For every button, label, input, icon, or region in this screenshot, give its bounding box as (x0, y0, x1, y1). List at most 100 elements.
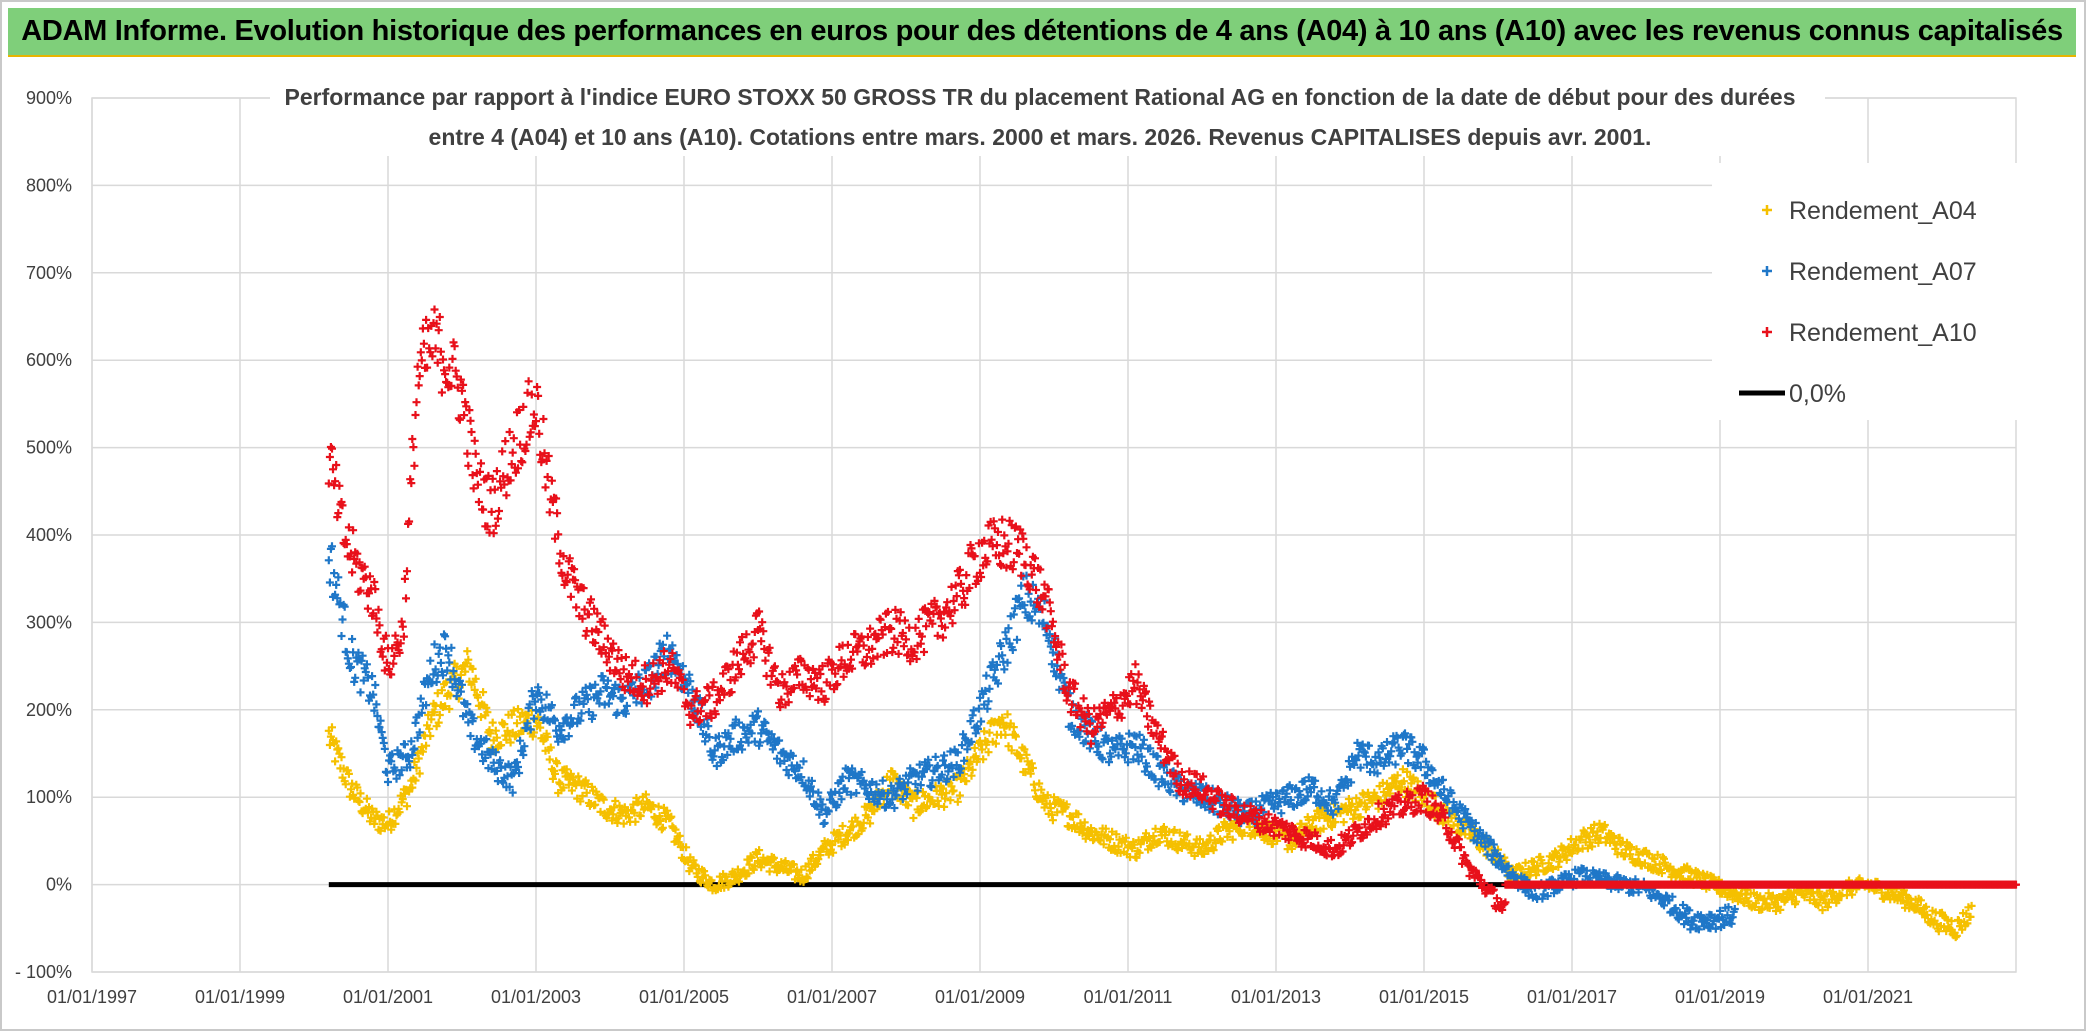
data-point (859, 641, 868, 650)
data-point (437, 686, 446, 695)
data-point (775, 736, 784, 745)
data-point (724, 729, 733, 738)
data-point (344, 769, 353, 778)
data-point (1477, 838, 1486, 847)
data-point (1539, 890, 1548, 899)
data-point (1457, 843, 1465, 852)
data-point (602, 684, 611, 692)
data-point (809, 851, 817, 859)
data-point (548, 774, 557, 783)
data-point (968, 711, 977, 720)
data-point (630, 808, 639, 817)
data-point (470, 685, 479, 694)
x-tick-label: 01/01/1997 (47, 987, 137, 1007)
data-point (371, 585, 380, 594)
data-point (737, 738, 746, 746)
data-point (431, 665, 440, 674)
data-point (463, 449, 472, 458)
data-point (784, 771, 793, 780)
data-point (1311, 812, 1320, 821)
data-point (1433, 780, 1442, 789)
data-point (1153, 752, 1162, 761)
data-point (381, 631, 390, 640)
data-point (469, 714, 478, 723)
data-point (324, 556, 333, 565)
data-point (675, 831, 684, 840)
chart-title: Performance par rapport à l'indice EURO … (270, 78, 1825, 156)
data-point (500, 720, 509, 729)
data-point (575, 697, 584, 706)
data-point (1297, 819, 1306, 828)
data-point (368, 672, 377, 681)
data-point (884, 789, 892, 798)
data-point (436, 658, 445, 667)
data-point (353, 783, 362, 792)
data-point (941, 794, 950, 803)
data-point (1121, 749, 1130, 758)
data-point (595, 699, 604, 708)
data-point (1898, 896, 1907, 905)
data-point (998, 515, 1007, 524)
data-point (1151, 824, 1160, 833)
data-point (437, 388, 446, 397)
data-point (949, 773, 958, 781)
data-point (430, 640, 439, 649)
data-point (428, 352, 437, 361)
data-point (873, 799, 882, 808)
data-point (1228, 835, 1237, 844)
data-point (1114, 751, 1123, 760)
data-point (1107, 752, 1116, 761)
y-tick-label: 0% (46, 875, 72, 895)
data-point (900, 785, 909, 794)
data-point (1356, 763, 1365, 772)
data-point (415, 728, 424, 737)
data-point (824, 807, 833, 816)
data-point (611, 797, 620, 805)
data-point (892, 791, 901, 800)
data-point (1035, 779, 1044, 788)
data-point (477, 459, 485, 468)
data-point (564, 732, 573, 741)
data-point (551, 769, 559, 778)
data-point (1003, 710, 1012, 719)
data-point (1404, 759, 1413, 768)
data-point (539, 415, 548, 423)
data-point (1588, 842, 1597, 851)
data-point (1504, 862, 1513, 871)
data-point (911, 623, 920, 632)
data-point (931, 752, 940, 761)
data-point (915, 760, 924, 769)
data-point (1331, 798, 1340, 807)
data-point (526, 725, 535, 734)
data-point (479, 688, 488, 697)
data-point (1165, 786, 1174, 795)
data-point (356, 586, 365, 595)
data-point (1111, 745, 1120, 754)
data-point (835, 788, 844, 797)
data-point (847, 655, 855, 664)
data-point (985, 684, 994, 693)
data-point (508, 788, 517, 797)
data-point (344, 523, 353, 532)
data-point (1140, 767, 1149, 776)
data-point (837, 795, 846, 804)
data-point (455, 415, 464, 424)
data-point (371, 681, 380, 689)
data-point (609, 692, 618, 701)
data-point (1486, 835, 1495, 844)
data-point (1020, 601, 1029, 610)
data-point (435, 711, 444, 719)
data-point (545, 755, 554, 764)
data-point (1131, 660, 1140, 669)
data-point (1814, 901, 1823, 910)
data-point (1679, 901, 1687, 909)
data-point (353, 549, 362, 558)
data-point (943, 598, 952, 607)
data-point (1339, 818, 1348, 827)
data-point (533, 383, 542, 391)
data-point (464, 718, 473, 727)
data-point (347, 663, 355, 671)
data-point (1459, 824, 1468, 833)
x-tick-label: 01/01/2005 (639, 987, 729, 1007)
data-point (709, 752, 718, 761)
